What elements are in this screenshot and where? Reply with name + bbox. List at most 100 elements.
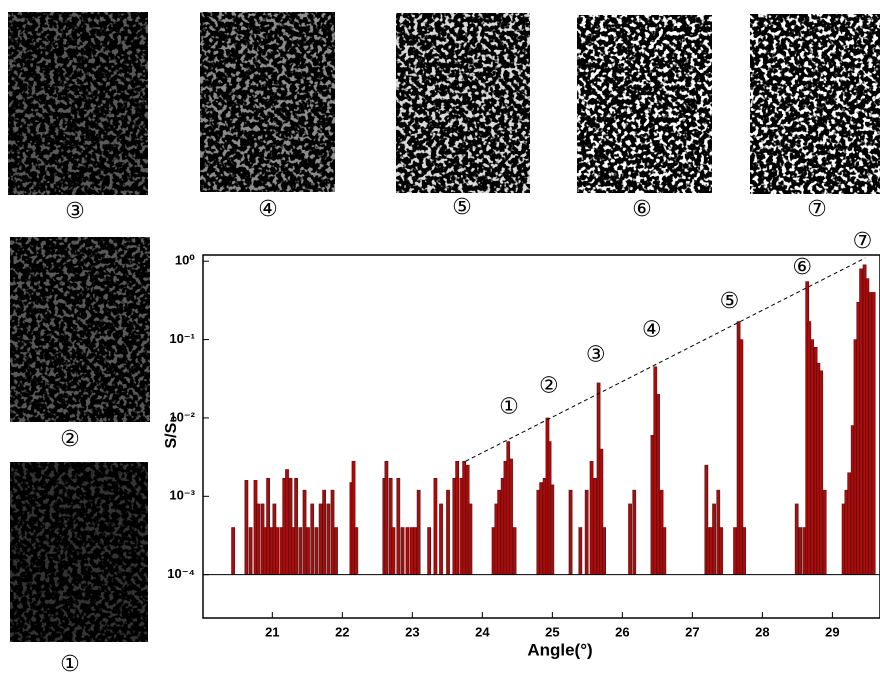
bar (231, 527, 235, 575)
image-texture (577, 15, 712, 193)
x-tick-label: 21 (265, 624, 279, 639)
bar (602, 527, 607, 575)
bar (794, 503, 799, 575)
bar (400, 527, 405, 575)
bar (285, 469, 289, 575)
image-panels: ③ ④ ⑤ ⑥ ⑦②① (8, 12, 880, 676)
bar (396, 477, 401, 575)
bar (314, 527, 319, 575)
bar (468, 503, 473, 575)
bar (822, 489, 827, 575)
bar (416, 489, 421, 575)
bar (248, 527, 253, 575)
peak-label: ⑤ (720, 288, 740, 313)
bar (584, 489, 589, 575)
image-texture (200, 12, 335, 192)
bar (326, 503, 331, 575)
y-tick-label: 10⁻¹ (169, 331, 195, 346)
bar (742, 527, 747, 575)
bar (275, 527, 280, 575)
trend-line (465, 257, 866, 462)
bar (798, 527, 803, 575)
bar (322, 489, 326, 575)
bar (409, 527, 414, 575)
bar (318, 503, 323, 575)
panel-label: ① (60, 651, 80, 676)
peak-label: ③ (586, 342, 606, 367)
x-tick-label: 26 (615, 624, 629, 639)
bar (446, 489, 450, 575)
image-texture (750, 14, 880, 194)
bar (628, 503, 632, 575)
y-tick-label: 10⁻³ (169, 488, 195, 503)
bar (871, 292, 876, 575)
bar (244, 480, 249, 575)
bar (568, 489, 573, 575)
image-texture (8, 12, 148, 195)
panel-label: ⑤ (452, 194, 472, 219)
bar (662, 527, 667, 575)
bar (302, 489, 307, 575)
bar (256, 503, 261, 575)
bar (306, 527, 310, 575)
bar (712, 503, 716, 575)
bar (354, 527, 359, 575)
bar (868, 292, 873, 575)
bar (810, 339, 814, 575)
bar (455, 461, 459, 575)
panel-label: ④ (258, 196, 278, 221)
peak-label: ① (499, 394, 519, 419)
panel-label: ⑥ (632, 196, 652, 221)
panel-label: ② (60, 426, 80, 451)
bar (656, 394, 660, 575)
image-texture (396, 13, 530, 193)
bar (298, 527, 303, 575)
bar (334, 527, 338, 575)
panel-label: ③ (65, 198, 85, 223)
bar (733, 527, 737, 575)
bar (439, 503, 443, 575)
plot-frame (202, 254, 880, 619)
bar (593, 477, 597, 575)
bar (512, 527, 517, 575)
bar (294, 477, 298, 575)
chart: Angle(°) S/S₀ 10⁻⁴ 10⁻³ 10⁻² 10⁻¹ 10⁰ 21 22 23 2… (163, 228, 880, 659)
x-tick-label: 27 (685, 624, 699, 639)
bar (859, 268, 863, 575)
bar (391, 527, 396, 575)
bar (497, 489, 501, 575)
bar (462, 461, 466, 575)
bar (719, 527, 723, 575)
bar (847, 472, 852, 575)
bar (427, 527, 431, 575)
bar (819, 370, 824, 575)
bar (578, 527, 583, 575)
x-tick-label: 23 (405, 624, 419, 639)
bar (310, 503, 315, 575)
x-axis-title: Angle(°) (527, 640, 592, 659)
bar (384, 461, 389, 575)
image-texture (10, 462, 148, 642)
image-texture (10, 237, 150, 422)
bar (266, 477, 270, 575)
bar (405, 527, 410, 575)
bar (509, 458, 513, 575)
bar (632, 489, 637, 575)
x-tick-label: 29 (825, 624, 839, 639)
y-tick-label: 10⁻² (169, 409, 195, 424)
y-tick-label: 10⁰ (175, 253, 195, 268)
peak-label: ⑥ (792, 254, 812, 279)
bar (433, 477, 438, 575)
x-tick-label: 28 (755, 624, 769, 639)
peak-label: ⑦ (853, 228, 873, 253)
y-tick-label: 10⁻⁴ (167, 566, 195, 581)
peak-label: ② (539, 373, 559, 398)
x-tick-label: 22 (335, 624, 349, 639)
x-tick-label: 25 (545, 624, 559, 639)
bar (589, 461, 594, 575)
panel-label: ⑦ (807, 196, 827, 221)
y-axis-title: S/S₀ (163, 416, 180, 449)
peak-label: ④ (642, 316, 662, 341)
bar (539, 482, 543, 575)
